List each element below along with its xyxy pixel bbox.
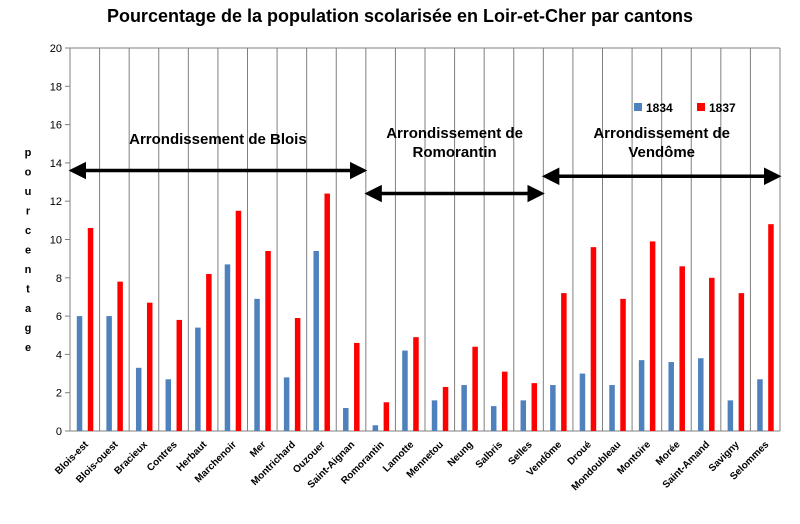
legend-swatch-1834	[634, 103, 642, 111]
y-tick-label: 0	[56, 426, 62, 438]
x-tick-label: Contres	[145, 439, 180, 474]
arrondissement-label: Arrondissement de Blois	[129, 131, 307, 148]
y-tick-label: 2	[56, 388, 62, 400]
arrondissement-label: Vendôme	[628, 144, 695, 161]
bar-1834-Savigny	[727, 400, 734, 431]
bar-1837-Savigny	[738, 293, 745, 431]
bar-1834-Salbris	[490, 406, 497, 431]
y-tick-label: 14	[50, 158, 62, 170]
arrondissement-label: Arrondissement de	[593, 125, 730, 142]
x-tick-label: Neung	[446, 439, 476, 469]
y-tick-label: 16	[50, 120, 62, 132]
bar-1837-Bracieux	[146, 302, 153, 431]
arrondissement-label: Arrondissement de	[386, 125, 523, 142]
y-axis-label-letter: g	[25, 323, 32, 335]
x-tick-label: Bracieux	[112, 439, 150, 477]
bar-1834-Selommes	[757, 379, 763, 431]
bar-1837-Saint-Aignan	[354, 342, 360, 431]
bar-1834-Mer	[254, 298, 260, 431]
y-tick-label: 18	[50, 81, 62, 93]
y-axis-label-letter: e	[25, 342, 31, 354]
bar-1834-Ouzouer	[313, 250, 319, 431]
y-tick-label: 10	[50, 235, 62, 247]
legend-label-1834: 1834	[646, 101, 673, 115]
bar-1834-Blois-ouest	[106, 316, 112, 431]
bar-1837-Contres	[176, 319, 183, 431]
bar-1837-Droué	[590, 247, 597, 431]
bar-1834-Selles	[520, 400, 527, 431]
x-tick-label: Salbris	[474, 439, 506, 471]
bar-1834-Neung	[461, 385, 467, 431]
bar-1837-Mennetou	[442, 386, 449, 431]
y-tick-label: 20	[50, 43, 62, 55]
bar-1834-Contres	[165, 379, 172, 431]
bar-1834-Mennetou	[431, 400, 438, 431]
y-axis-label-letter: n	[25, 264, 32, 276]
bar-1837-Mer	[265, 250, 271, 431]
bar-1834-Vendôme	[550, 385, 556, 431]
x-tick-label: Droué	[566, 439, 595, 468]
y-axis-label-letter: o	[25, 167, 32, 179]
y-tick-label: 8	[56, 273, 62, 285]
bar-1834-Mondoubleau	[609, 385, 615, 431]
bar-1837-Ouzouer	[324, 193, 330, 431]
y-axis-label-letter: a	[25, 303, 32, 315]
arrondissement-label: Romorantin	[412, 144, 496, 161]
bar-1834-Saint-Aignan	[343, 408, 349, 431]
x-tick-label: Selles	[506, 439, 535, 468]
legend-label-1837: 1837	[709, 101, 736, 115]
bar-1834-Montoire	[638, 360, 645, 431]
bar-1837-Blois-ouest	[117, 281, 123, 431]
y-tick-label: 6	[56, 311, 62, 323]
bar-1834-Blois-est	[76, 316, 83, 431]
bar-1837-Herbaut	[206, 273, 212, 431]
y-tick-label: 4	[56, 349, 62, 361]
y-axis-label-letter: e	[25, 245, 31, 257]
chart-title: Pourcentage de la population scolarisée …	[107, 6, 693, 26]
bar-1837-Selommes	[768, 224, 774, 431]
bar-1834-Droué	[579, 373, 586, 431]
bar-1837-Montrichard	[294, 318, 301, 431]
bar-1834-Lamotte	[402, 350, 408, 431]
bar-1837-Lamotte	[413, 337, 419, 431]
bar-1834-Bracieux	[135, 367, 142, 431]
bar-1837-Vendôme	[561, 293, 567, 431]
bar-1837-Morée	[679, 266, 685, 431]
plot-area: 02468101214161820pourcentageBlois-estBlo…	[25, 43, 782, 493]
bar-1837-Mondoubleau	[620, 298, 626, 431]
bar-1834-Morée	[668, 362, 674, 431]
bar-1834-Marchenoir	[224, 264, 231, 431]
x-tick-label: Morée	[654, 439, 683, 468]
bar-1834-Montrichard	[283, 377, 290, 431]
x-tick-label: Montoire	[615, 439, 653, 477]
bar-1837-Blois-est	[87, 228, 94, 431]
y-axis-label-letter: t	[26, 284, 30, 296]
bar-1837-Montoire	[649, 241, 656, 431]
y-axis-label-letter: c	[25, 225, 31, 237]
y-axis-label-letter: r	[26, 206, 31, 218]
bar-1834-Herbaut	[195, 327, 201, 431]
bar-1834-Romorantin	[372, 425, 379, 431]
bar-1837-Romorantin	[383, 402, 390, 431]
bar-1837-Salbris	[501, 371, 508, 431]
bar-1837-Saint-Amand	[709, 277, 715, 431]
bar-1837-Selles	[531, 383, 538, 431]
legend-swatch-1837	[697, 103, 705, 111]
y-axis-label-letter: u	[25, 186, 32, 198]
x-tick-label: Mer	[248, 439, 268, 459]
bar-1837-Marchenoir	[235, 210, 242, 431]
y-tick-label: 12	[50, 196, 62, 208]
bar-1837-Neung	[472, 346, 478, 431]
bar-1834-Saint-Amand	[698, 358, 704, 431]
y-axis-label-letter: p	[25, 147, 32, 159]
